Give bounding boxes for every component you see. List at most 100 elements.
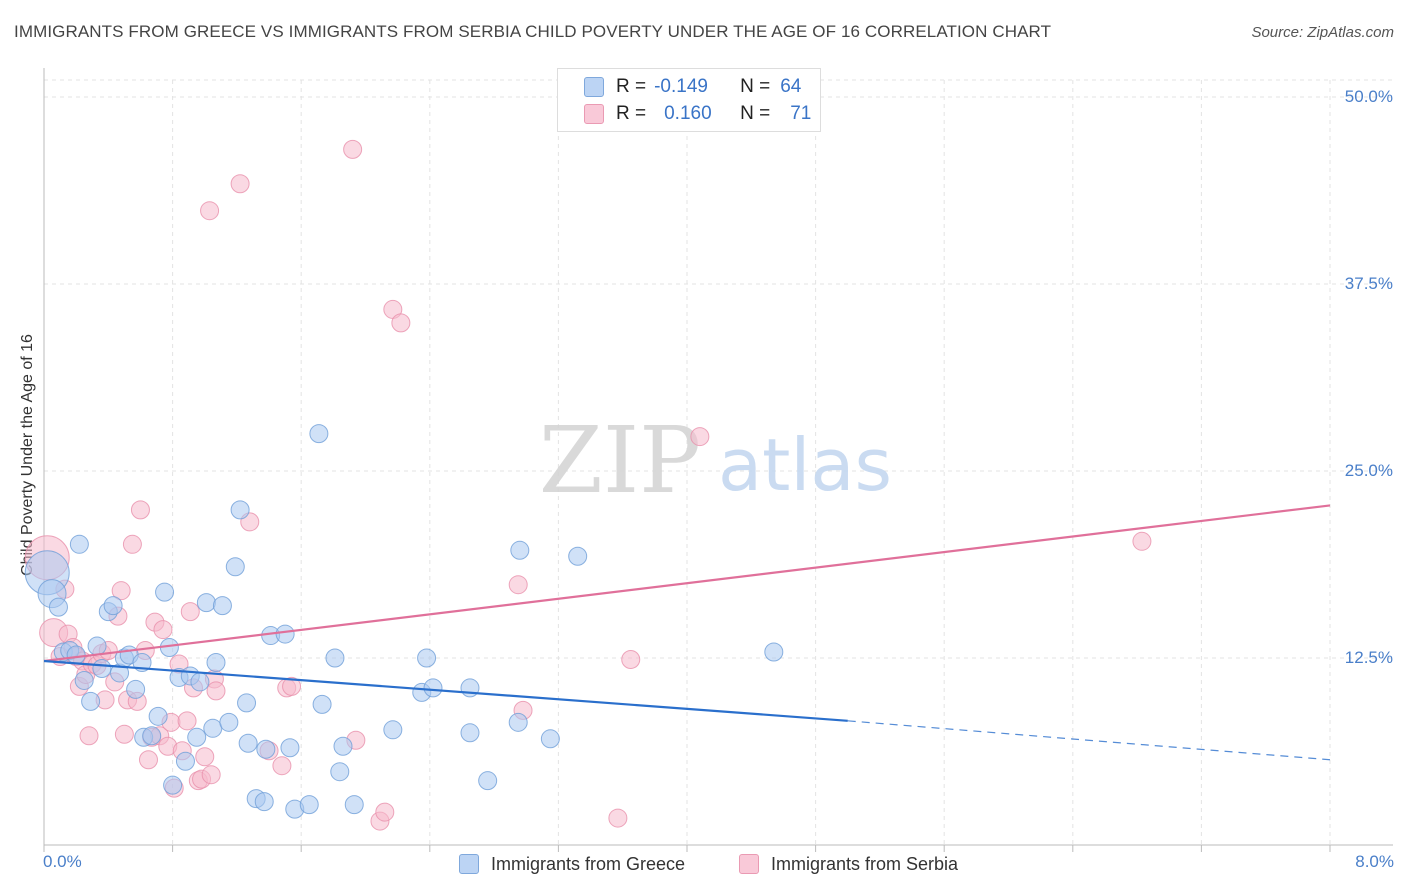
legend-serbia-label: Immigrants from Serbia — [771, 853, 959, 874]
greece-point — [225, 557, 245, 577]
greece-point — [187, 727, 207, 747]
serbia-point — [690, 427, 710, 447]
greece-point — [148, 706, 168, 726]
greece-point — [48, 597, 68, 617]
serbia-r-label: R = — [616, 103, 647, 124]
x-tick-max: 8.0% — [1355, 852, 1394, 871]
serbia-point — [177, 711, 197, 731]
greece-trend-extension — [847, 720, 1331, 761]
serbia-point — [206, 681, 226, 701]
serbia-point — [608, 808, 628, 828]
chart-title: IMMIGRANTS FROM GREECE VS IMMIGRANTS FRO… — [14, 22, 1052, 41]
greece-point — [309, 424, 329, 444]
greece-point — [344, 795, 364, 815]
y-tick-label: 12.5% — [1344, 648, 1393, 667]
y-tick-label: 50.0% — [1344, 87, 1393, 106]
x-tick-min: 0.0% — [43, 852, 82, 871]
greece-point — [163, 775, 183, 795]
watermark-atlas: atlas — [718, 423, 892, 507]
serbia-r-value: 0.160 — [664, 103, 712, 124]
legend-greece-swatch — [459, 854, 479, 874]
serbia-point — [195, 747, 215, 767]
greece-point — [256, 739, 276, 759]
greece-swatch — [584, 77, 604, 97]
greece-point — [103, 596, 123, 616]
greece-point — [478, 771, 498, 791]
greece-point — [190, 672, 210, 692]
greece-r-value: -0.149 — [654, 76, 708, 97]
stats-row-serbia: R = 0.160 N = 71 — [584, 102, 811, 126]
greece-point — [280, 738, 300, 758]
greece-point — [81, 691, 101, 711]
serbia-n-label: N = — [740, 103, 771, 124]
greece-point — [155, 582, 175, 602]
greece-point — [69, 534, 89, 554]
greece-point — [203, 718, 223, 738]
greece-n-label: N = — [740, 76, 771, 97]
watermark-zip: ZIP — [539, 407, 701, 514]
serbia-point — [621, 649, 641, 669]
greece-point — [275, 624, 295, 644]
serbia-point — [1132, 531, 1152, 551]
greece-point — [383, 720, 403, 740]
greece-point — [87, 636, 107, 656]
source-label: Source: ZipAtlas.com — [1251, 24, 1394, 41]
greece-point — [540, 729, 560, 749]
y-tick-label: 37.5% — [1344, 274, 1393, 293]
greece-point — [92, 658, 112, 678]
y-tick-label: 25.0% — [1344, 461, 1393, 480]
serbia-point — [153, 620, 173, 640]
greece-point — [254, 792, 274, 812]
serbia-point — [508, 575, 528, 595]
legend-serbia-swatch — [739, 854, 759, 874]
greece-point — [219, 712, 239, 732]
greece-point — [212, 596, 232, 616]
legend-item-greece: Immigrants from Greece — [459, 852, 685, 876]
legend-greece-label: Immigrants from Greece — [491, 853, 686, 874]
greece-point — [312, 694, 332, 714]
greece-point — [74, 670, 94, 690]
greece-point — [126, 679, 146, 699]
greece-point — [325, 648, 345, 668]
greece-point — [508, 712, 528, 732]
serbia-point — [122, 534, 142, 554]
greece-point — [330, 762, 350, 782]
serbia-n-value: 71 — [790, 103, 812, 124]
serbia-point — [114, 724, 134, 744]
serbia-point — [201, 765, 221, 785]
greece-point — [460, 723, 480, 743]
serbia-point — [282, 676, 302, 696]
greece-point — [299, 795, 319, 815]
greece-point — [206, 652, 226, 672]
greece-point — [196, 593, 216, 613]
greece-point — [237, 693, 257, 713]
axes — [43, 68, 1393, 852]
stats-box: R = -0.149 N = 64 R = 0.160 N = 71 — [557, 68, 821, 132]
serbia-point — [79, 726, 99, 746]
serbia-point — [230, 174, 250, 194]
legend-item-serbia: Immigrants from Serbia — [739, 852, 958, 876]
serbia-point — [343, 139, 363, 159]
serbia-trend-line — [43, 504, 1331, 663]
greece-point — [230, 500, 250, 520]
greece-point — [238, 733, 258, 753]
greece-point — [333, 736, 353, 756]
greece-point — [510, 540, 530, 560]
greece-point — [417, 648, 437, 668]
trend-lines — [43, 504, 1331, 761]
greece-trend-line — [43, 659, 848, 722]
greece-n-value: 64 — [780, 76, 802, 97]
serbia-point — [272, 756, 292, 776]
serbia-point — [375, 802, 395, 822]
greece-point — [175, 751, 195, 771]
data-points — [24, 139, 1152, 831]
greece-point — [568, 546, 588, 566]
greece-point — [423, 678, 443, 698]
serbia-point — [180, 602, 200, 622]
serbia-point — [138, 750, 158, 770]
greece-point — [66, 645, 86, 665]
greece-point — [764, 642, 784, 662]
greece-r-label: R = — [616, 76, 647, 97]
stats-row-greece: R = -0.149 N = 64 — [584, 75, 801, 99]
